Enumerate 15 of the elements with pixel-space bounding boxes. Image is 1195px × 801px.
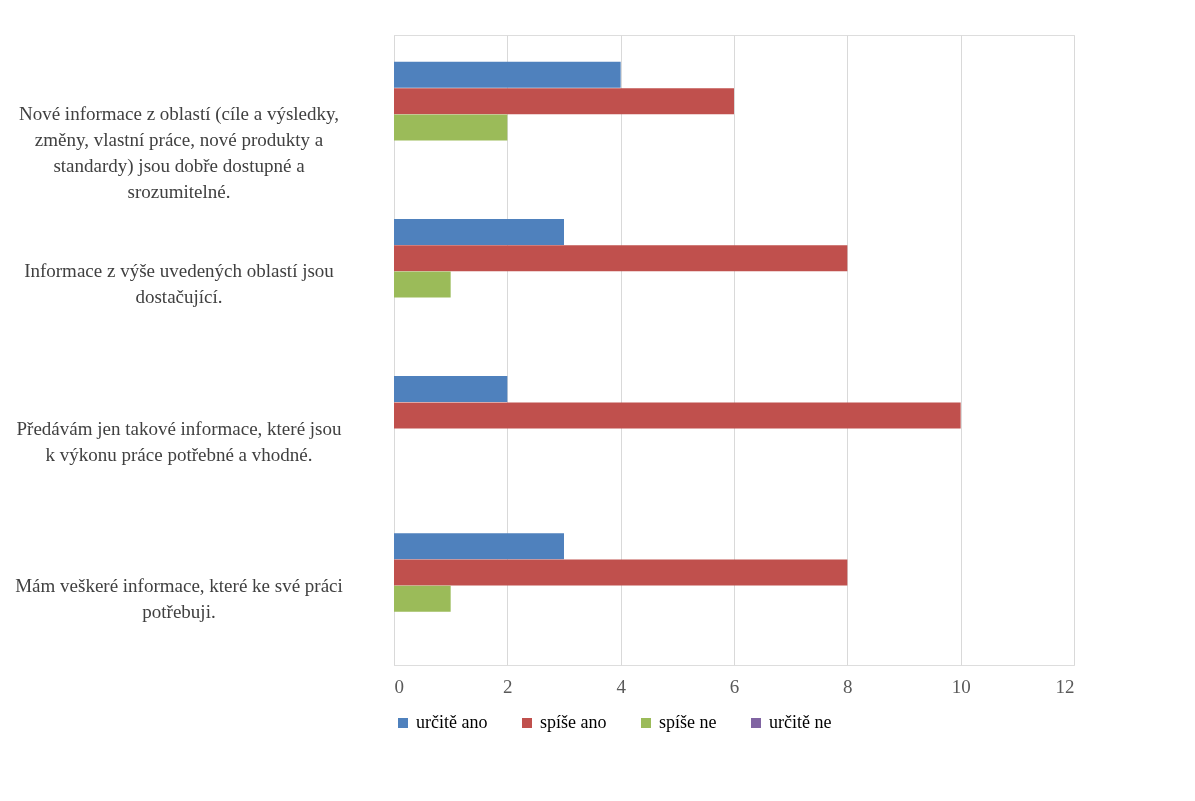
x-tick-label: 4: [616, 675, 627, 697]
legend-label: spíše ne: [659, 712, 717, 732]
legend-label: určitě ano: [416, 712, 488, 732]
x-tick-label: 12: [1055, 675, 1075, 697]
y-tick-label: Nové informace z oblastí (cíle a výsledky, změny, vlastní práce, nové produkty a standardy) jsou dobře dostupné a srozumitelné.: [18, 103, 340, 203]
x-tick-label: 0: [394, 675, 404, 697]
x-tick-label: 10: [951, 675, 971, 697]
x-tick-label: 2: [503, 675, 513, 697]
legend-label: spíše ano: [540, 712, 607, 732]
x-tick-label: 6: [729, 675, 740, 697]
legend-label: určitě ne: [769, 712, 832, 732]
x-tick-label: 8: [843, 675, 853, 697]
y-tick-label: Mám veškeré informace, které ke své práci potřebuji.: [15, 574, 343, 622]
y-tick-label: Předávám jen takové informace, které jsou k výkonu práce potřebné a vhodné.: [16, 417, 342, 465]
y-tick-label: Informace z výše uvedených oblastí jsou dostačující.: [24, 260, 335, 308]
